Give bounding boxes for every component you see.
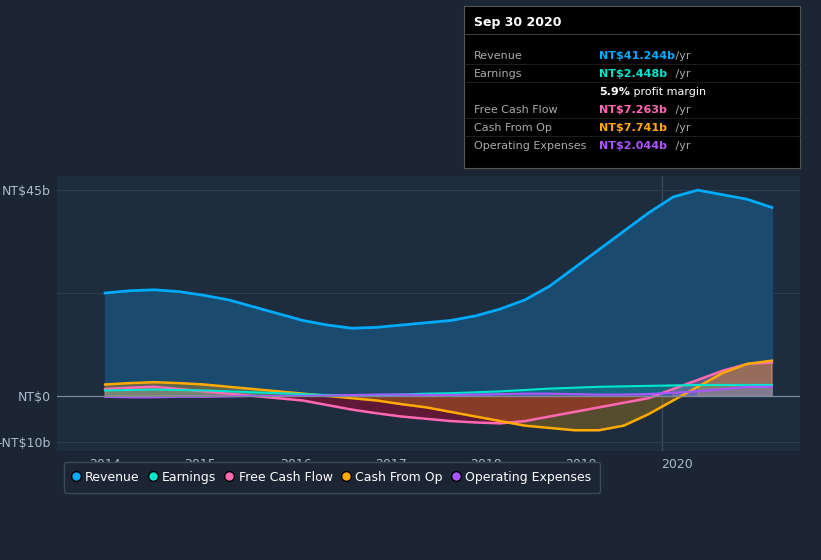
- Text: Revenue: Revenue: [474, 50, 522, 60]
- Text: /yr: /yr: [672, 105, 690, 115]
- Text: /yr: /yr: [672, 123, 690, 133]
- Text: NT$41.244b: NT$41.244b: [599, 50, 676, 60]
- Text: NT$2.044b: NT$2.044b: [599, 141, 667, 151]
- Text: Cash From Op: Cash From Op: [474, 123, 552, 133]
- Text: Operating Expenses: Operating Expenses: [474, 141, 586, 151]
- Text: Sep 30 2020: Sep 30 2020: [474, 16, 562, 29]
- Text: Free Cash Flow: Free Cash Flow: [474, 105, 557, 115]
- Text: profit margin: profit margin: [630, 87, 706, 97]
- Text: /yr: /yr: [672, 69, 690, 79]
- Legend: Revenue, Earnings, Free Cash Flow, Cash From Op, Operating Expenses: Revenue, Earnings, Free Cash Flow, Cash …: [64, 462, 600, 493]
- Text: /yr: /yr: [672, 141, 690, 151]
- Text: Earnings: Earnings: [474, 69, 522, 79]
- Text: 5.9%: 5.9%: [599, 87, 631, 97]
- Text: NT$7.741b: NT$7.741b: [599, 123, 667, 133]
- Text: NT$2.448b: NT$2.448b: [599, 69, 667, 79]
- Text: /yr: /yr: [672, 50, 690, 60]
- Text: NT$7.263b: NT$7.263b: [599, 105, 667, 115]
